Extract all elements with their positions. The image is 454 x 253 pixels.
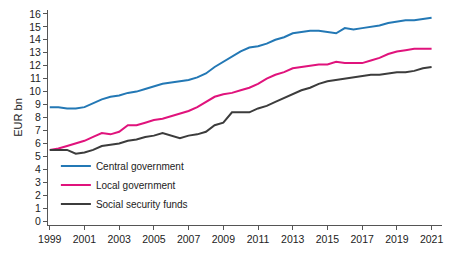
svg-text:13: 13	[29, 46, 41, 58]
svg-text:9: 9	[35, 98, 41, 110]
svg-text:2019: 2019	[385, 233, 409, 245]
svg-text:5: 5	[35, 150, 41, 162]
svg-text:1999: 1999	[38, 233, 62, 245]
svg-text:EUR bn: EUR bn	[12, 98, 24, 137]
svg-text:3: 3	[35, 176, 41, 188]
svg-text:Central government: Central government	[96, 161, 184, 172]
svg-text:14: 14	[29, 33, 41, 45]
svg-text:2017: 2017	[350, 233, 374, 245]
svg-text:0: 0	[35, 215, 41, 227]
svg-text:2011: 2011	[247, 233, 270, 245]
svg-text:6: 6	[35, 137, 41, 149]
svg-text:2007: 2007	[177, 233, 201, 245]
svg-text:2: 2	[35, 189, 41, 201]
svg-text:11: 11	[30, 72, 41, 84]
svg-text:2001: 2001	[73, 233, 97, 245]
svg-text:10: 10	[29, 85, 41, 97]
svg-text:2021: 2021	[420, 233, 444, 245]
svg-text:Social security funds: Social security funds	[96, 199, 188, 210]
svg-text:2013: 2013	[281, 233, 305, 245]
svg-text:2005: 2005	[142, 233, 166, 245]
svg-text:4: 4	[35, 163, 41, 175]
svg-text:2009: 2009	[212, 233, 236, 245]
svg-text:15: 15	[29, 21, 41, 33]
svg-text:Local government: Local government	[96, 180, 176, 191]
svg-text:7: 7	[35, 124, 41, 136]
svg-text:16: 16	[29, 8, 41, 20]
svg-text:1: 1	[35, 202, 41, 214]
svg-text:2003: 2003	[107, 233, 131, 245]
svg-text:12: 12	[29, 59, 41, 71]
svg-text:8: 8	[35, 111, 41, 123]
svg-text:2015: 2015	[316, 233, 340, 245]
